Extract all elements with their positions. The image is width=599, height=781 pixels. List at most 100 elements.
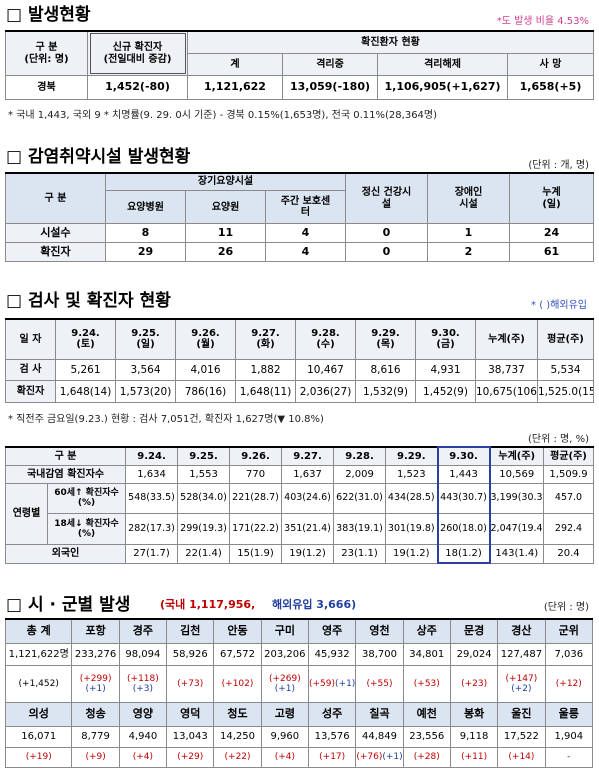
footnote: * 직전주 금요일(9.23.) 현황 : 검사 7,051건, 확진자 1,6… (8, 414, 324, 425)
data-cell: 2,009 (333, 464, 387, 484)
header-cell: 격리해제 (377, 53, 508, 77)
change-part: (+1) (274, 683, 295, 694)
date-header-line: (수) (316, 339, 335, 351)
header-cell-line: 신규 확진자 (112, 42, 163, 54)
city-value: 67,572 (213, 642, 262, 666)
city-change: (+299)(+1) (71, 664, 120, 704)
data-cell: 0 (345, 223, 428, 244)
data-cell: 351(21.4) (281, 513, 335, 546)
data-cell: 2,047(19.4) (489, 513, 545, 546)
change-part: (+1) (85, 683, 106, 694)
date-header: 9.27. (화) (235, 318, 296, 360)
header-cell-line: (단위: 명) (24, 53, 69, 65)
row-header: 18세↓ 확진자수(%) (46, 513, 127, 546)
data-cell: 1,452(9) (415, 380, 476, 403)
header-cell-line: 구 분 (35, 42, 58, 54)
data-cell: 2,036(27) (295, 380, 356, 403)
city-name: 칠곡 (355, 702, 404, 727)
date-header: 9.25. (177, 446, 231, 466)
table-row: 연령별 60세↑ 확진자수(%) 548(33.5) 528(34.0) 221(28.… (5, 482, 595, 546)
header-cell: 구 분 (단위: 명) (5, 30, 88, 77)
city-change: (+269)(+1) (260, 664, 310, 704)
data-cell: 4 (265, 223, 346, 244)
city-value: 29,024 (449, 642, 499, 666)
data-cell: 221(28.7) (229, 482, 283, 515)
header-cell: 확진환자 현황 (187, 30, 594, 55)
table-row: 경북 1,452(-80) 1,121,622 13,059(-180) 1,106,9… (5, 75, 594, 100)
city-change: (+17) (307, 747, 357, 768)
header-cell: 일 자 (5, 318, 56, 360)
city-change: (+28) (402, 747, 451, 768)
data-cell: 1,509.9 (543, 464, 595, 484)
date-header-line: 9.26. (191, 327, 220, 339)
data-cell: 27(1.7) (125, 544, 179, 564)
city-change: (+22) (213, 747, 262, 768)
city-table: 총 계 포항 경주 김천 안동 구미 영주 영천 상주 문경 경산 군위 1,121,622명 233,2… (4, 618, 594, 768)
data-cell: 18(1.2) (436, 544, 491, 565)
data-cell: 5,261 (55, 358, 116, 382)
data-cell: 1,882 (235, 358, 296, 382)
change-part: (+1) (382, 752, 403, 763)
data-cell: 770 (229, 464, 283, 484)
change-part: (+17) (319, 752, 346, 763)
city-name: 영천 (355, 618, 404, 644)
city-value: 16,071 (4, 725, 73, 749)
table-row: 요양병원 요양원 주간 보호센터 (6, 190, 594, 225)
data-cell: 292.4 (543, 513, 595, 546)
row-header: 검 사 (5, 358, 56, 382)
row-header: 60세↑ 확진자수(%) (46, 482, 127, 515)
header-cell: 구 분 (5, 172, 106, 225)
city-name: 군위 (544, 618, 594, 644)
table-row: 구 분 (단위: 명) 신규 확진자 (전일대비 증감) 확진환자 현황 (5, 30, 594, 77)
city-change: (+19) (4, 747, 73, 768)
date-header-line: 9.24. (71, 327, 100, 339)
header-cell: 계 (187, 53, 283, 77)
city-change: (+29) (166, 747, 215, 768)
data-cell: 11 (185, 223, 266, 244)
change-part: (+23) (461, 678, 488, 689)
city-value: 13,043 (166, 725, 215, 749)
data-cell: 548(33.5) (125, 482, 179, 515)
city-change: (+102) (213, 664, 262, 704)
subtitle-overseas: 해외유입 3,666) (272, 598, 357, 611)
change-part: (+118) (127, 673, 159, 684)
data-cell: 3,199(30.3) (489, 482, 545, 515)
city-name: 구미 (260, 618, 310, 644)
city-name: 청송 (71, 702, 120, 727)
date-header: 9.30. (436, 445, 491, 466)
city-name: 상주 (402, 618, 451, 644)
city-name: 총 계 (4, 618, 73, 644)
date-header: 9.28. (333, 446, 387, 466)
section-title: □ 시 · 군별 발생 (6, 595, 131, 615)
date-header-line: 9.27. (251, 327, 280, 339)
change-part: (+4) (274, 752, 295, 763)
city-value: 203,206 (260, 642, 310, 666)
data-cell: 8 (105, 223, 186, 244)
table-row: 국내감염 확진자수 1,634 1,553 770 1,637 2,009 1,523 1,4… (4, 464, 595, 484)
data-cell: 301(19.8) (385, 513, 439, 546)
test-table: 일 자 9.24. (토) 9.25. (일) 9.26. (월) 9.27. (화) 9.28.… (5, 318, 594, 403)
table-row: 1,121,622명 233,276 98,094 58,926 67,572 203,2… (4, 642, 594, 666)
table-row: 의성 청송 영양 영덕 청도 고령 성주 칠곡 예천 봉화 울진 울릉 (4, 702, 594, 727)
data-cell: 1 (427, 223, 510, 244)
data-cell: 23(1.1) (333, 544, 387, 564)
data-cell: 528(34.0) (177, 482, 231, 515)
date-header: 9.26. (229, 446, 283, 466)
date-header-line: (화) (256, 339, 275, 351)
change-part: (+76) (356, 752, 383, 763)
data-cell: 1,523 (385, 464, 439, 484)
unit-note: (단위 : 개, 명) (528, 160, 589, 171)
section-title: □ 감염취약시설 발생현황 (6, 147, 191, 167)
data-cell: 20.4 (543, 544, 595, 564)
facility-table: 구 분 장기요양시설 정신 건강시설 장애인 시설 누계 (일) 요양병원 요양원 주간 보호… (5, 172, 594, 262)
city-name: 의성 (4, 702, 73, 727)
data-cell: 1,658(+5) (507, 75, 594, 100)
data-cell: 299(19.3) (177, 513, 231, 546)
data-cell: 0 (345, 242, 428, 262)
city-change: (+76)(+1) (355, 747, 404, 768)
date-header-line: (일) (136, 339, 155, 351)
data-cell: 434(28.5) (385, 482, 439, 515)
header-cell: 장애인 시설 (427, 172, 510, 225)
section-title: □ 검사 및 확진자 현황 (6, 291, 171, 311)
data-cell: 1,637 (281, 464, 335, 484)
